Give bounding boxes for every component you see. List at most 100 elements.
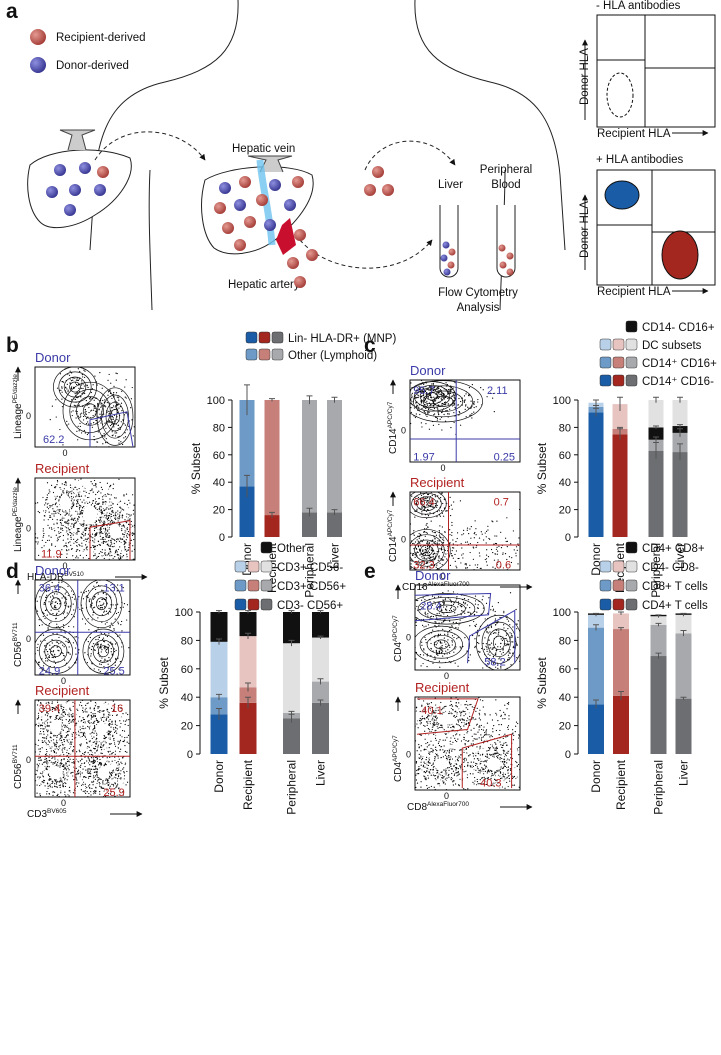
event-dot: [485, 536, 487, 538]
event-dot: [495, 542, 498, 545]
event-dot: [59, 487, 61, 489]
event-dot: [112, 393, 115, 395]
event-dot: [175, 734, 176, 735]
event-dot: [520, 574, 521, 575]
event-dot: [79, 554, 81, 556]
event-dot: [148, 531, 149, 532]
event-dot: [49, 419, 51, 421]
event-dot: [445, 410, 447, 412]
event-dot: [114, 514, 117, 516]
event-dot: [426, 403, 428, 405]
event-dot: [112, 806, 113, 807]
event-dot: [91, 488, 93, 490]
event-dot: [52, 503, 54, 506]
event-dot: [55, 641, 58, 643]
event-dot: [42, 737, 44, 739]
event-dot: [74, 405, 76, 407]
event-dot: [129, 502, 131, 504]
event-dot: [424, 406, 426, 408]
event-dot: [80, 387, 82, 389]
event-dot: [49, 779, 51, 781]
event-dot: [149, 526, 150, 527]
event-dot: [79, 425, 81, 428]
event-dot: [94, 521, 96, 523]
event-dot: [473, 402, 475, 404]
event-dot: [71, 386, 73, 388]
event-dot: [432, 382, 434, 385]
label-text: Lineage: [13, 516, 24, 552]
event-dot: [111, 416, 114, 418]
event-dot: [128, 499, 130, 501]
event-dot: [51, 701, 53, 703]
event-dot: [438, 543, 440, 545]
event-dot: [133, 504, 135, 506]
contour: [90, 591, 113, 617]
event-dot: [114, 406, 116, 408]
cell: [222, 222, 234, 234]
event-dot: [147, 765, 148, 766]
event-dot: [117, 513, 119, 515]
event-dot: [49, 596, 52, 598]
contour: [101, 394, 129, 439]
event-dot: [118, 399, 120, 401]
event-dot: [58, 745, 60, 748]
event-dot: [485, 561, 488, 563]
event-dot: [437, 543, 439, 545]
event-dot: [58, 536, 60, 538]
event-dot: [57, 626, 59, 628]
event-dot: [85, 423, 88, 425]
event-dot: [426, 500, 429, 502]
event-dot: [82, 531, 84, 533]
event-dot: [41, 624, 43, 626]
event-dot: [126, 429, 128, 431]
event-dot: [55, 716, 57, 718]
event-dot: [78, 543, 80, 546]
event-dot: [111, 752, 113, 754]
event-dot: [110, 504, 112, 506]
event-dot: [448, 375, 449, 376]
event-dot: [86, 496, 89, 499]
event-dot: [80, 432, 83, 434]
event-dot: [78, 516, 80, 518]
event-dot: [122, 791, 124, 793]
event-dot: [440, 537, 442, 539]
event-dot: [78, 761, 80, 763]
event-dot: [111, 447, 112, 448]
event-dot: [429, 404, 431, 407]
event-dot: [88, 726, 90, 728]
event-dot: [55, 606, 57, 609]
event-dot: [26, 557, 27, 558]
event-dot: [55, 803, 56, 804]
event-dot: [526, 561, 527, 562]
event-dot: [81, 727, 83, 730]
y-axis-label: LineagePE/dazzle: [12, 374, 24, 439]
event-dot: [136, 519, 137, 520]
event-dot: [91, 426, 94, 428]
event-dot: [104, 422, 106, 424]
event-dot: [428, 541, 430, 543]
event-dot: [424, 558, 426, 560]
event-dot: [114, 720, 116, 722]
cell: [499, 261, 507, 269]
event-dot: [80, 801, 81, 802]
event-dot: [414, 560, 417, 563]
event-dot: [51, 544, 53, 546]
event-dot: [124, 720, 127, 722]
event-dot: [101, 549, 104, 551]
event-dot: [65, 484, 67, 486]
event-dot: [160, 550, 161, 551]
event-dot: [99, 782, 101, 785]
event-dot: [54, 545, 56, 547]
event-dot: [125, 539, 127, 541]
event-dot: [102, 542, 104, 544]
event-dot: [132, 494, 134, 496]
event-dot: [464, 408, 466, 410]
event-dot: [172, 770, 173, 771]
event-dot: [431, 531, 433, 533]
event-dot: [14, 725, 15, 726]
event-dot: [93, 607, 95, 609]
event-dot: [78, 596, 80, 598]
event-dot: [447, 393, 449, 395]
event-dot: [416, 561, 418, 563]
event-dot: [428, 389, 430, 391]
